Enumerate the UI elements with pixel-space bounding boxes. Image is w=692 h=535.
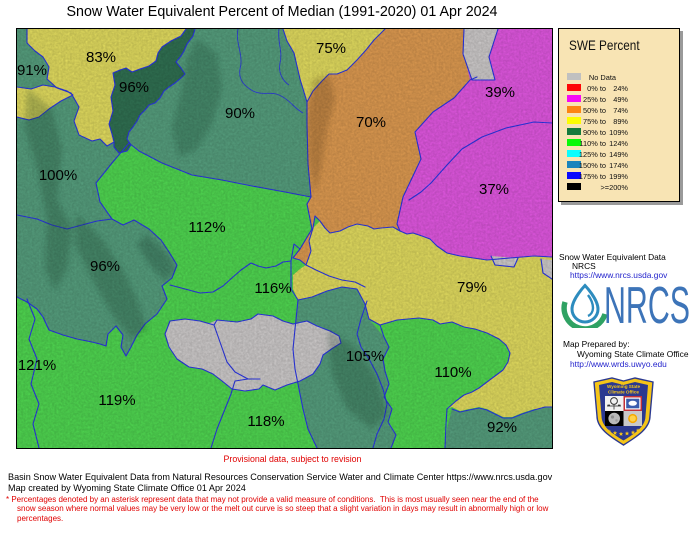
svg-text:116%: 116% xyxy=(254,280,291,297)
svg-text:70%: 70% xyxy=(356,114,386,131)
svg-text:79%: 79% xyxy=(457,279,487,296)
svg-text:89%: 89% xyxy=(613,117,628,126)
svg-text:Wyoming State: Wyoming State xyxy=(607,384,641,389)
svg-text:112%: 112% xyxy=(188,219,225,236)
svg-text:83%: 83% xyxy=(86,49,116,66)
svg-text:49%: 49% xyxy=(613,95,628,104)
svg-text:96%: 96% xyxy=(90,258,120,275)
svg-text:124%: 124% xyxy=(609,139,628,148)
svg-text:110%: 110% xyxy=(434,364,471,381)
svg-text:109%: 109% xyxy=(609,128,628,137)
svg-text:NRCS: NRCS xyxy=(604,282,690,328)
svg-text:39%: 39% xyxy=(485,84,515,101)
svg-text:No Data: No Data xyxy=(589,73,617,82)
svg-text:75%: 75% xyxy=(316,40,346,57)
svg-text:150% to: 150% to xyxy=(579,161,606,170)
svg-text:199%: 199% xyxy=(609,172,628,181)
svg-text:90% to: 90% to xyxy=(583,128,606,137)
svg-text:92%: 92% xyxy=(487,419,517,436)
svg-text:>=200%: >=200% xyxy=(600,183,628,192)
svg-text:121%: 121% xyxy=(18,357,56,374)
svg-text:119%: 119% xyxy=(98,392,135,409)
svg-text:174%: 174% xyxy=(609,161,628,170)
svg-text:75% to: 75% to xyxy=(583,117,606,126)
svg-text:0% to: 0% to xyxy=(587,84,606,93)
svg-text:149%: 149% xyxy=(609,150,628,159)
svg-text:90%: 90% xyxy=(225,105,255,122)
svg-text:175% to: 175% to xyxy=(579,172,606,181)
svg-text:105%: 105% xyxy=(346,348,384,365)
svg-text:100%: 100% xyxy=(39,167,77,184)
svg-text:Climate Office: Climate Office xyxy=(608,390,639,395)
svg-text:25% to: 25% to xyxy=(583,95,606,104)
svg-text:24%: 24% xyxy=(613,84,628,93)
svg-text:96%: 96% xyxy=(119,79,149,96)
svg-text:37%: 37% xyxy=(479,181,509,198)
svg-text:91%: 91% xyxy=(17,62,47,79)
svg-text:118%: 118% xyxy=(247,413,284,430)
svg-text:74%: 74% xyxy=(613,106,628,115)
svg-text:110% to: 110% to xyxy=(579,139,606,148)
svg-text:125% to: 125% to xyxy=(579,150,606,159)
svg-text:50% to: 50% to xyxy=(583,106,606,115)
